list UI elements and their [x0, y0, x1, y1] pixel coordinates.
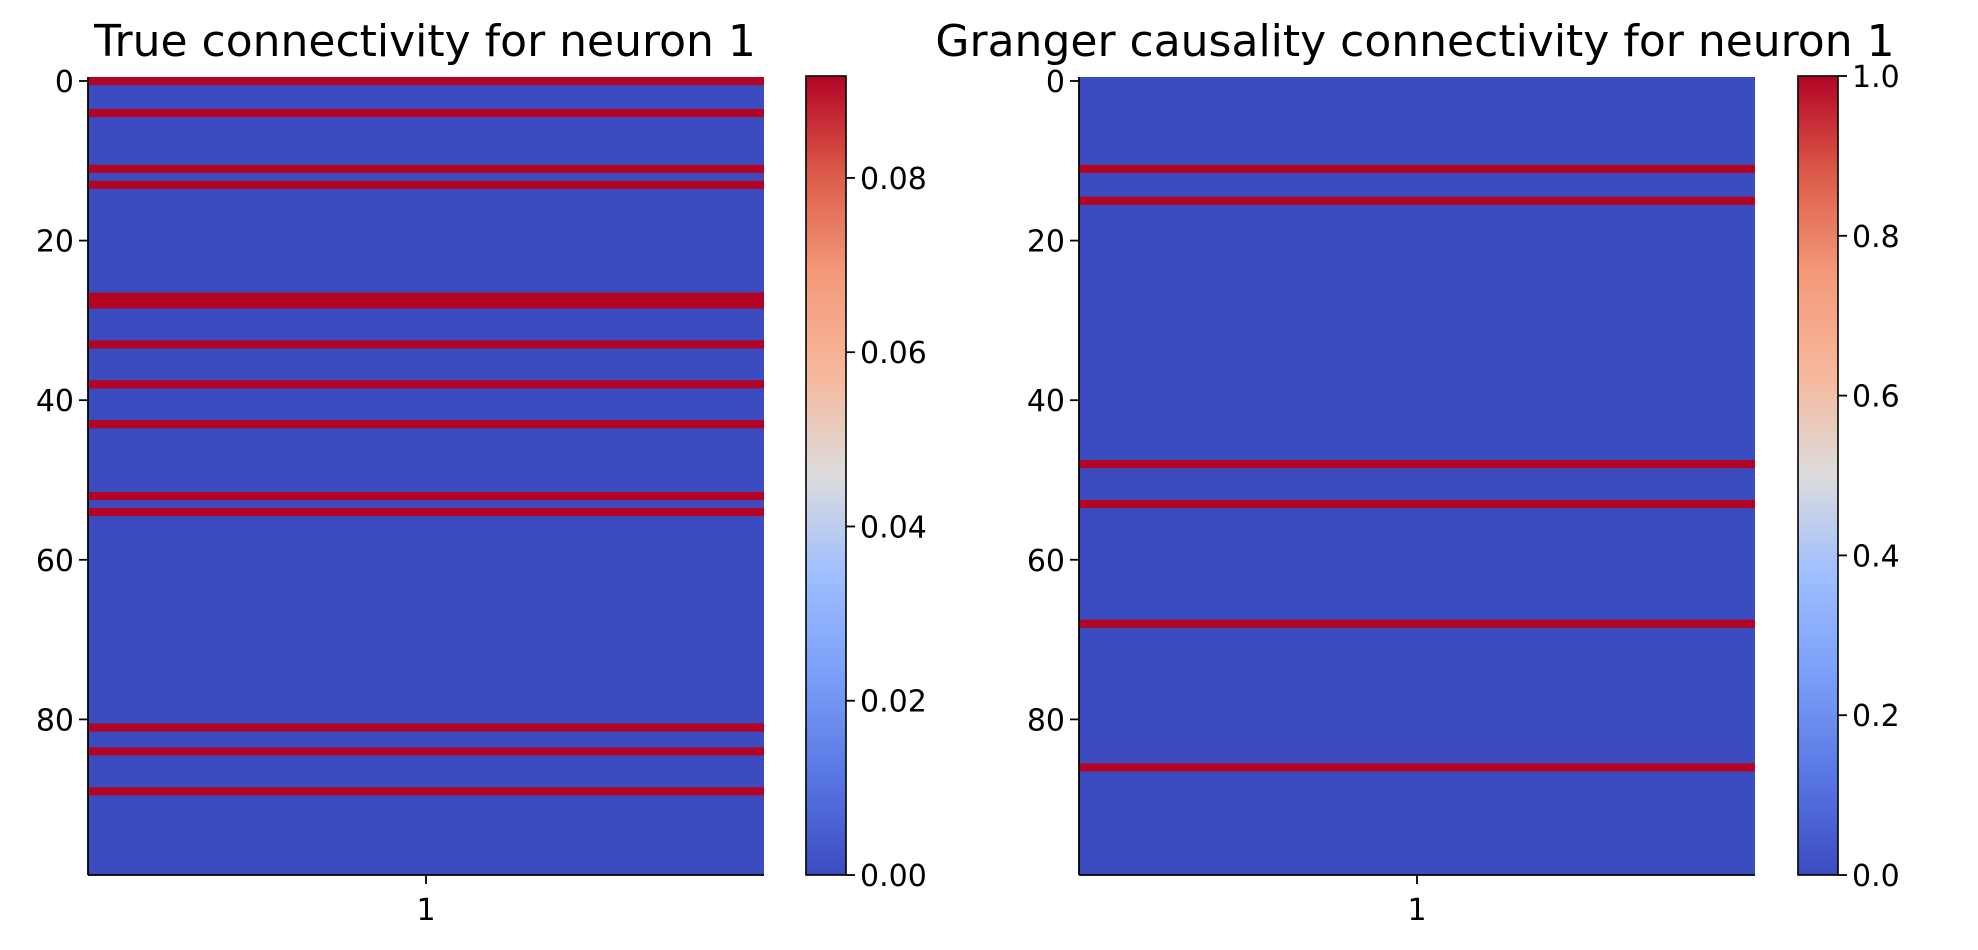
heatmap-panel-true: True connectivity for neuron 1 0 20 40 60 80…: [36, 16, 927, 928]
y-tick-label: 20: [1027, 225, 1065, 260]
y-tick-label: 0: [55, 65, 74, 100]
colorbar-tick-label: 0.02: [860, 685, 927, 720]
y-tick-label: 80: [36, 703, 74, 738]
chart-title: Granger causality connectivity for neuro…: [935, 16, 1894, 67]
heatmap-row-43: [88, 420, 764, 429]
y-tick-label: 0: [1046, 65, 1065, 100]
heatmap-row-4: [88, 108, 764, 118]
heatmap-panel-granger: Granger causality connectivity for neuro…: [935, 16, 1899, 928]
colorbar-tick-label: 0.4: [1852, 539, 1900, 574]
heatmap-row-38: [88, 380, 764, 389]
y-tick-label: 60: [36, 544, 74, 579]
y-tick-label: 40: [1027, 384, 1065, 419]
heatmap-row-54: [88, 507, 764, 517]
colorbar-tick-label: 0.2: [1852, 699, 1900, 734]
colorbar: 0.0 0.2 0.4 0.6 0.8 1.0: [1797, 60, 1900, 894]
heatmap-row-48: [1079, 460, 1755, 469]
heatmap-row-28: [88, 300, 764, 309]
y-tick-label: 40: [36, 384, 74, 419]
heatmap-row-52: [88, 491, 764, 501]
colorbar-tick-label: 0.08: [860, 162, 927, 197]
x-tick-label: 1: [1407, 893, 1426, 928]
y-tick-label: 60: [1027, 544, 1065, 579]
chart-title: True connectivity for neuron 1: [93, 16, 756, 67]
heatmap-axes: 0 20 40 60 80 1: [36, 65, 764, 928]
heatmap-row-11: [1079, 164, 1755, 173]
heatmap-row-86: [1079, 763, 1755, 772]
heatmap-baseline: [88, 77, 764, 875]
colorbar: 0.00 0.02 0.04 0.06 0.08: [805, 75, 927, 894]
heatmap-cells: [1079, 77, 1755, 875]
heatmap-row-11: [88, 164, 764, 173]
heatmap-axes: 0 20 40 60 80 1: [1027, 65, 1755, 928]
heatmap-row-89: [88, 787, 764, 796]
colorbar-tick-label: 0.0: [1852, 859, 1900, 894]
colorbar-tick-label: 0.00: [860, 859, 927, 894]
heatmap-baseline: [1079, 77, 1755, 875]
colorbar-gradient: [1797, 75, 1839, 876]
x-tick-label: 1: [416, 893, 435, 928]
heatmap-row-68: [1079, 619, 1755, 628]
y-tick-label: 20: [36, 225, 74, 260]
colorbar-tick-label: 0.6: [1852, 380, 1900, 415]
colorbar-tick-label: 0.8: [1852, 220, 1900, 255]
y-tick-label: 80: [1027, 703, 1065, 738]
heatmap-row-33: [88, 340, 764, 349]
heatmap-row-81: [88, 723, 764, 732]
colorbar-tick-label: 0.04: [860, 510, 927, 545]
heatmap-row-53: [1079, 499, 1755, 509]
heatmap-row-84: [88, 747, 764, 756]
heatmap-row-15: [1079, 196, 1755, 205]
heatmap-row-0: [88, 77, 764, 86]
colorbar-gradient: [805, 75, 847, 876]
heatmap-row-13: [88, 180, 764, 189]
heatmap-row-27: [88, 292, 764, 301]
heatmap-cells: [88, 77, 764, 875]
colorbar-tick-label: 1.0: [1852, 60, 1900, 95]
colorbar-tick-label: 0.06: [860, 336, 927, 371]
